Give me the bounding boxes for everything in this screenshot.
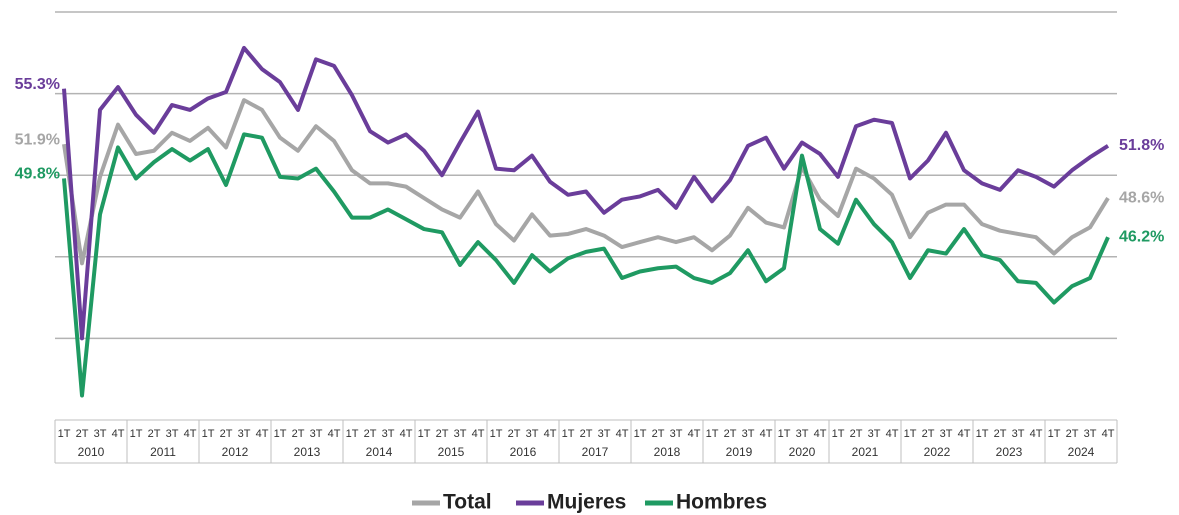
x-group-label: 2014 [366, 445, 393, 459]
x-tick-label: 3T [670, 428, 683, 440]
x-tick-label: 3T [310, 428, 323, 440]
x-tick-label: 4T [328, 428, 341, 440]
x-tick-label: 2T [994, 428, 1007, 440]
legend-label: Total [443, 491, 492, 514]
data-label: 46.2% [1119, 228, 1164, 245]
x-tick-label: 3T [166, 428, 179, 440]
x-group-label: 2011 [150, 445, 176, 459]
x-group-label: 2013 [294, 445, 321, 459]
x-tick-label: 4T [256, 428, 269, 440]
x-tick-label: 1T [130, 428, 143, 440]
series-line [62, 98, 1110, 266]
x-tick-label: 1T [832, 428, 845, 440]
x-tick-label: 2T [436, 428, 449, 440]
data-label: 51.9% [15, 131, 60, 148]
series-line [62, 132, 1110, 398]
x-tick-label: 1T [778, 428, 791, 440]
x-tick-label: 2T [508, 428, 521, 440]
data-label: 51.8% [1119, 137, 1164, 154]
x-group-label: 2022 [924, 445, 951, 459]
x-tick-label: 4T [760, 428, 773, 440]
x-tick-label: 2T [1066, 428, 1079, 440]
x-tick-label: 2T [364, 428, 377, 440]
x-tick-label: 1T [562, 428, 575, 440]
x-tick-label: 1T [490, 428, 503, 440]
x-tick-label: 1T [418, 428, 431, 440]
x-tick-label: 1T [706, 428, 719, 440]
x-tick-label: 4T [112, 428, 125, 440]
x-tick-label: 1T [58, 428, 71, 440]
x-tick-label: 3T [526, 428, 539, 440]
data-label: 49.8% [15, 166, 60, 183]
series-line [62, 45, 1110, 341]
legend-label: Hombres [676, 491, 767, 514]
x-tick-label: 4T [814, 428, 827, 440]
x-tick-label: 2T [292, 428, 305, 440]
x-group-label: 2017 [582, 445, 609, 459]
x-tick-label: 1T [634, 428, 647, 440]
x-tick-label: 3T [1084, 428, 1097, 440]
x-tick-label: 4T [472, 428, 485, 440]
x-tick-label: 4T [958, 428, 971, 440]
x-tick-label: 3T [238, 428, 251, 440]
x-tick-label: 3T [382, 428, 395, 440]
x-tick-label: 1T [346, 428, 359, 440]
x-tick-label: 2T [850, 428, 863, 440]
x-tick-label: 2T [724, 428, 737, 440]
x-tick-label: 4T [1102, 428, 1115, 440]
data-label: 55.3% [15, 76, 60, 93]
x-tick-label: 1T [274, 428, 287, 440]
x-tick-label: 3T [796, 428, 809, 440]
x-tick-label: 1T [976, 428, 989, 440]
x-tick-label: 4T [400, 428, 413, 440]
x-group-label: 2018 [654, 445, 681, 459]
x-tick-label: 2T [148, 428, 161, 440]
x-group-label: 2024 [1068, 445, 1095, 459]
x-tick-label: 1T [202, 428, 215, 440]
x-tick-label: 2T [922, 428, 935, 440]
x-tick-label: 2T [220, 428, 233, 440]
x-group-label: 2020 [789, 445, 816, 459]
x-tick-label: 4T [1030, 428, 1043, 440]
x-tick-label: 3T [742, 428, 755, 440]
x-tick-label: 4T [184, 428, 197, 440]
x-group-label: 2019 [726, 445, 753, 459]
x-tick-label: 2T [580, 428, 593, 440]
x-tick-label: 3T [1012, 428, 1025, 440]
data-label: 48.6% [1119, 189, 1164, 206]
legend-label: Mujeres [547, 491, 626, 514]
x-group-label: 2010 [78, 445, 105, 459]
x-group-label: 2016 [510, 445, 537, 459]
x-tick-label: 4T [616, 428, 629, 440]
x-tick-label: 4T [688, 428, 701, 440]
x-tick-label: 2T [652, 428, 665, 440]
x-tick-label: 4T [544, 428, 557, 440]
x-tick-label: 3T [940, 428, 953, 440]
x-tick-label: 3T [868, 428, 881, 440]
x-tick-label: 3T [94, 428, 107, 440]
x-tick-label: 4T [886, 428, 899, 440]
x-tick-label: 1T [904, 428, 917, 440]
x-group-label: 2021 [852, 445, 879, 459]
x-group-label: 2015 [438, 445, 465, 459]
x-group-label: 2023 [996, 445, 1023, 459]
x-group-label: 2012 [222, 445, 249, 459]
x-tick-label: 1T [1048, 428, 1061, 440]
x-tick-label: 3T [598, 428, 611, 440]
x-tick-label: 2T [76, 428, 89, 440]
x-tick-label: 3T [454, 428, 467, 440]
